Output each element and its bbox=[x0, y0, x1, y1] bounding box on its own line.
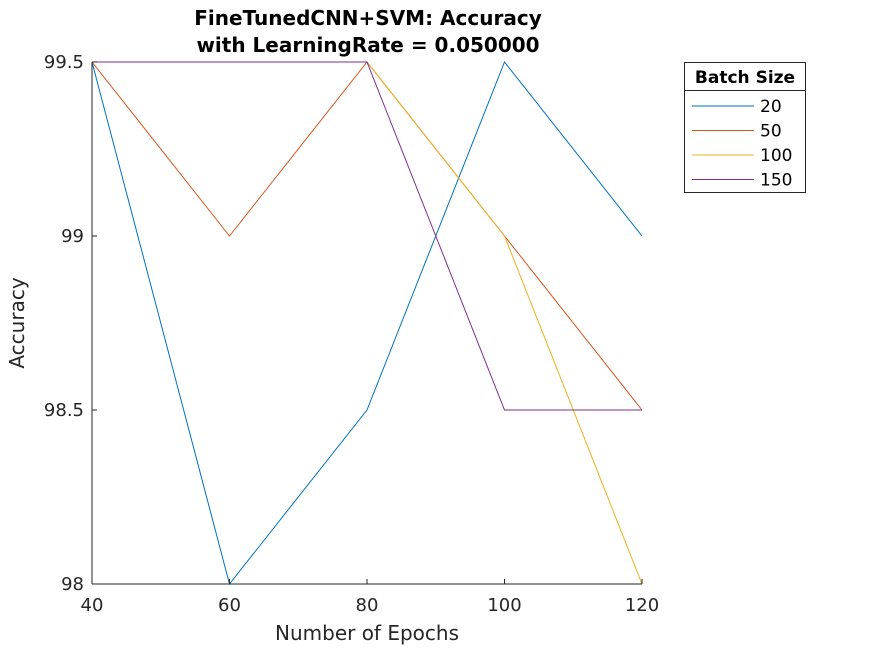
legend-title: Batch Size bbox=[695, 68, 795, 88]
series-lines bbox=[91, 61, 643, 586]
y-axis-label: Accuracy bbox=[5, 277, 29, 368]
chart-title-line-2: with LearningRate = 0.050000 bbox=[196, 33, 539, 57]
legend-label-20: 20 bbox=[760, 97, 782, 117]
series-line-20 bbox=[91, 61, 643, 586]
legend-label-100: 100 bbox=[760, 146, 792, 166]
legend-entries: 20 50 100 150 bbox=[692, 97, 792, 191]
x-axis-label: Number of Epochs bbox=[275, 621, 459, 645]
x-tick-label: 40 bbox=[81, 595, 104, 616]
chart-title: FineTunedCNN+SVM: Accuracy with Learning… bbox=[194, 6, 541, 57]
x-tick-label: 100 bbox=[487, 595, 521, 616]
plot-area bbox=[92, 62, 642, 584]
legend: Batch Size 20 50 100 150 bbox=[684, 62, 806, 193]
y-tick-label: 98.5 bbox=[44, 400, 84, 421]
x-tick-label: 80 bbox=[356, 595, 379, 616]
y-tick-label: 99.5 bbox=[44, 52, 84, 73]
series-line-150 bbox=[92, 61, 642, 411]
y-ticks: 98 98.5 99 99.5 bbox=[44, 52, 97, 595]
x-tick-label: 60 bbox=[218, 595, 241, 616]
x-tick-label: 120 bbox=[625, 595, 659, 616]
x-ticks: 40 60 80 100 120 bbox=[81, 579, 659, 616]
y-tick-label: 98 bbox=[61, 574, 84, 595]
chart-title-line-1: FineTunedCNN+SVM: Accuracy bbox=[194, 6, 541, 30]
legend-label-50: 50 bbox=[760, 122, 782, 142]
legend-box bbox=[684, 62, 806, 193]
legend-label-150: 150 bbox=[760, 171, 792, 191]
y-tick-label: 99 bbox=[61, 226, 84, 247]
